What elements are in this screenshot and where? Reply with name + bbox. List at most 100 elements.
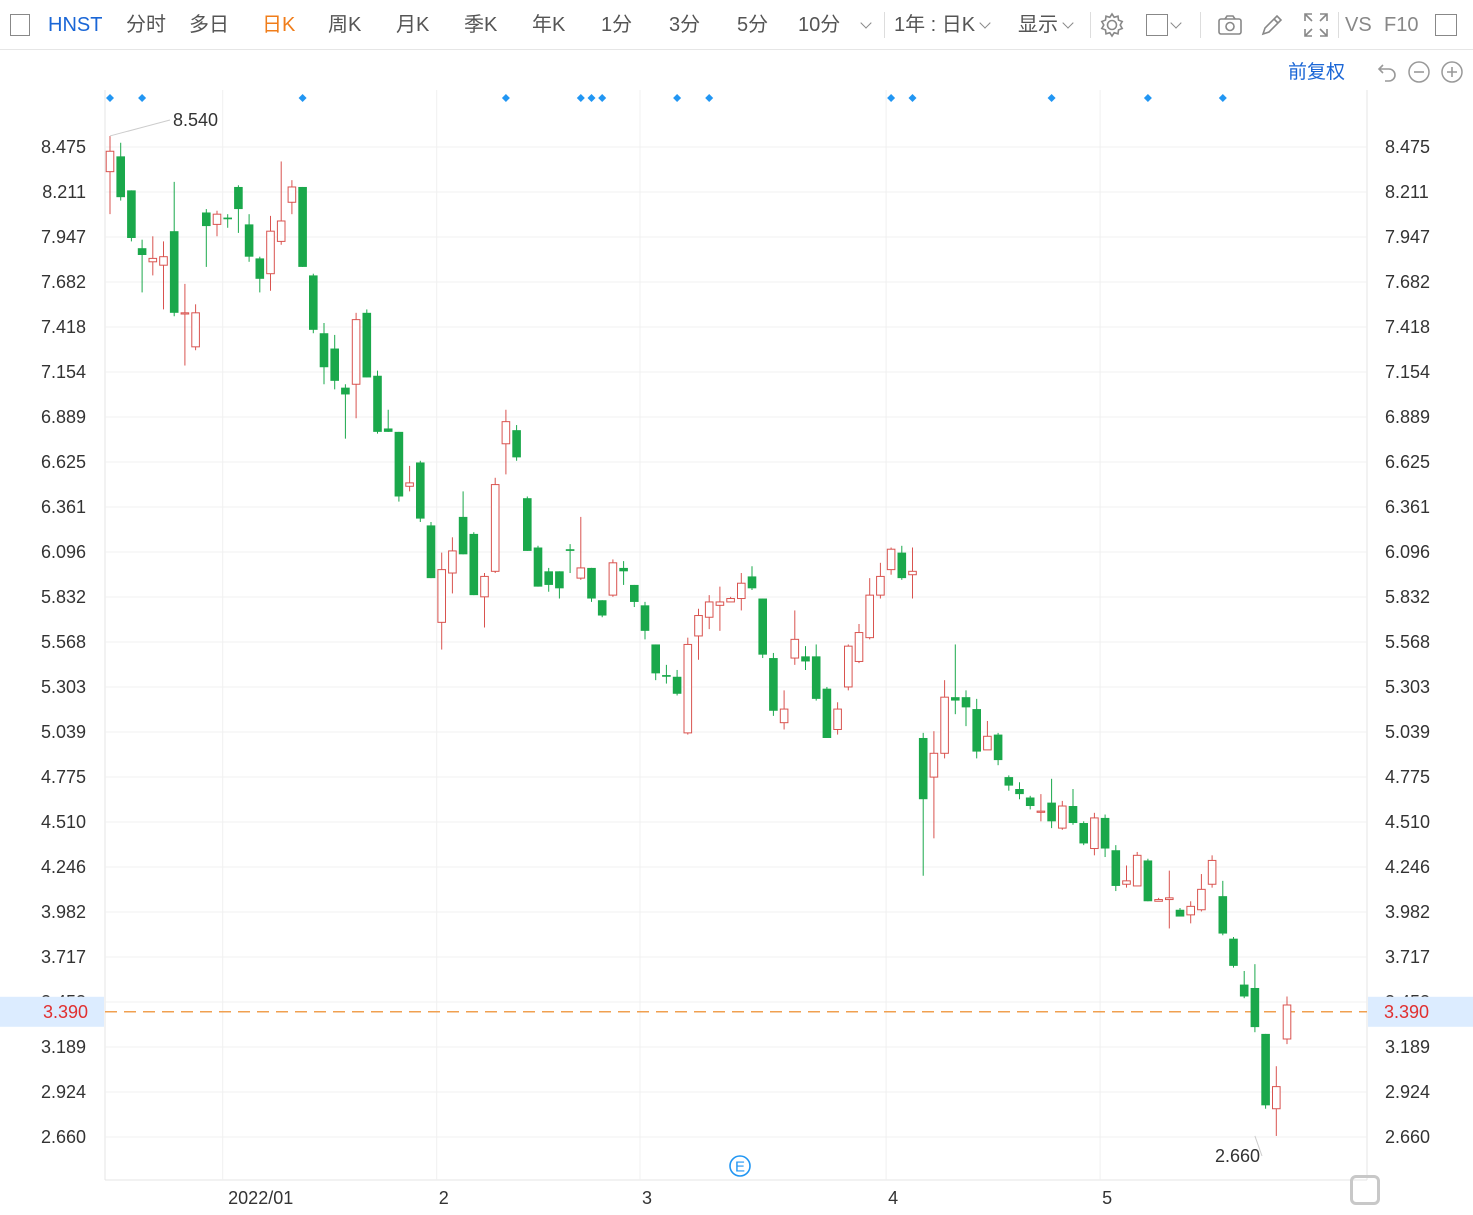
tab-5min[interactable]: 5分 bbox=[737, 14, 769, 36]
candle-body bbox=[287, 186, 297, 203]
candle bbox=[1143, 858, 1153, 902]
x-tick-label: 5 bbox=[1102, 1188, 1112, 1208]
f10-button[interactable]: F10 bbox=[1384, 14, 1419, 36]
sidebar-icon[interactable] bbox=[1435, 14, 1457, 36]
price-tag-left: 3.390 bbox=[43, 1002, 88, 1022]
x-tick-label: 4 bbox=[888, 1188, 898, 1208]
vs-button[interactable]: VS bbox=[1345, 14, 1372, 36]
candle bbox=[587, 567, 596, 602]
candle bbox=[319, 323, 329, 385]
candle bbox=[1025, 795, 1035, 810]
y-tick-label: 6.361 bbox=[41, 497, 86, 517]
event-marker bbox=[1047, 94, 1056, 102]
zoom-in-icon[interactable] bbox=[1440, 60, 1464, 84]
candle bbox=[105, 135, 115, 215]
candle-body bbox=[362, 312, 372, 378]
tab-multi-day[interactable]: 多日 bbox=[189, 14, 229, 36]
zoom-out-icon[interactable] bbox=[1407, 60, 1431, 84]
candle-body bbox=[897, 552, 907, 579]
shape-dropdown[interactable] bbox=[1166, 10, 1182, 40]
chevron-down-icon bbox=[1062, 17, 1074, 29]
y-tick-label: 5.039 bbox=[1385, 722, 1430, 742]
candle bbox=[1165, 870, 1174, 929]
candle bbox=[309, 273, 318, 334]
candle bbox=[1250, 964, 1260, 1033]
candle bbox=[865, 578, 875, 640]
display-menu[interactable]: 显示 bbox=[1018, 10, 1074, 40]
candle-body bbox=[469, 533, 479, 596]
y-tick-label: 3.717 bbox=[41, 947, 86, 967]
undo-icon[interactable] bbox=[1375, 60, 1399, 84]
candle-body bbox=[330, 348, 339, 381]
candle-body bbox=[1058, 805, 1067, 829]
candle-body bbox=[972, 709, 981, 752]
fullscreen-icon[interactable] bbox=[1301, 10, 1331, 40]
candle-body bbox=[1218, 896, 1228, 934]
tab-yearly-k[interactable]: 年K bbox=[532, 14, 566, 36]
camera-icon[interactable] bbox=[1215, 10, 1245, 40]
tab-intraday[interactable]: 分时 bbox=[126, 14, 166, 36]
candle bbox=[983, 720, 992, 751]
y-tick-label: 5.303 bbox=[1385, 677, 1430, 697]
y-tick-label: 6.096 bbox=[41, 542, 86, 562]
candle-body bbox=[544, 571, 553, 585]
candle-body bbox=[405, 482, 414, 487]
y-tick-label: 3.982 bbox=[1385, 902, 1430, 922]
candle-body bbox=[159, 256, 168, 266]
tab-3min[interactable]: 3分 bbox=[669, 14, 701, 36]
tab-weekly-k[interactable]: 周K bbox=[328, 14, 362, 36]
layout-icon[interactable] bbox=[10, 14, 30, 36]
candlestick-chart[interactable]: 8.475 8.211 7.947 7.682 7.418 7.154 6.889 6.625… bbox=[0, 50, 1473, 1215]
candle bbox=[993, 732, 1003, 766]
y-tick-label: 4.510 bbox=[1385, 812, 1430, 832]
candle-body bbox=[490, 484, 500, 572]
period-select[interactable]: 1年 : 日K bbox=[894, 10, 991, 40]
candle-body bbox=[1175, 909, 1185, 917]
candle bbox=[127, 190, 136, 242]
tab-10min[interactable]: 10分 bbox=[798, 14, 841, 36]
candle bbox=[169, 181, 179, 317]
candle bbox=[1175, 908, 1185, 917]
y-tick-label: 6.625 bbox=[1385, 452, 1430, 472]
candle bbox=[266, 215, 275, 291]
candle-body bbox=[726, 598, 735, 603]
y-tick-label: 3.189 bbox=[41, 1037, 86, 1057]
candle bbox=[779, 690, 789, 730]
candle-body bbox=[587, 567, 596, 599]
candle bbox=[191, 304, 200, 351]
candle-body bbox=[148, 257, 158, 263]
candle bbox=[640, 601, 650, 640]
candle bbox=[234, 185, 243, 233]
candle bbox=[1047, 778, 1056, 829]
candle-body bbox=[640, 605, 650, 631]
chevron-down-icon bbox=[979, 17, 991, 29]
x-axis: 2022/01 2 3 4 5 bbox=[228, 1188, 1112, 1208]
y-tick-label: 5.303 bbox=[41, 677, 86, 697]
candle bbox=[1100, 814, 1110, 858]
candle-body bbox=[1090, 817, 1099, 850]
candle-body bbox=[255, 258, 265, 279]
candle bbox=[512, 425, 521, 461]
y-tick-label: 6.625 bbox=[41, 452, 86, 472]
candle bbox=[630, 584, 639, 608]
tab-1min[interactable]: 1分 bbox=[601, 14, 633, 36]
adjust-mode-button[interactable]: 前复权 bbox=[1288, 62, 1346, 83]
candle bbox=[854, 624, 864, 664]
low-annotation-label: 2.660 bbox=[1215, 1146, 1260, 1166]
candle bbox=[951, 644, 960, 715]
candle bbox=[276, 161, 286, 245]
more-periods-dropdown[interactable] bbox=[856, 10, 872, 40]
tab-quarterly-k[interactable]: 季K bbox=[464, 14, 498, 36]
y-tick-label: 7.154 bbox=[1385, 362, 1430, 382]
square-icon[interactable] bbox=[1146, 14, 1168, 36]
candle bbox=[373, 370, 382, 434]
tab-monthly-k[interactable]: 月K bbox=[396, 14, 430, 36]
settings-icon[interactable] bbox=[1097, 10, 1127, 40]
candle bbox=[1079, 821, 1088, 846]
candle bbox=[1197, 874, 1206, 912]
candle bbox=[672, 669, 682, 696]
pencil-icon[interactable] bbox=[1257, 10, 1287, 40]
candle-body bbox=[1261, 1033, 1270, 1106]
candle-body bbox=[715, 601, 725, 606]
tab-daily-k[interactable]: 日K bbox=[262, 14, 296, 36]
